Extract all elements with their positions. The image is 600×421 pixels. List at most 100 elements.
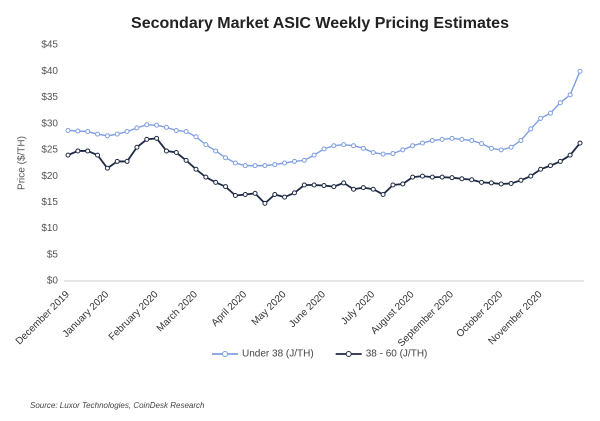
point xyxy=(154,135,160,141)
point xyxy=(154,122,160,128)
point xyxy=(183,129,189,135)
point xyxy=(124,158,130,164)
point xyxy=(341,180,347,186)
point xyxy=(331,143,337,149)
y-tick-label: $0 xyxy=(47,276,59,287)
point xyxy=(538,115,544,121)
point xyxy=(547,110,553,116)
point xyxy=(360,145,366,151)
point xyxy=(439,174,445,180)
point xyxy=(449,175,455,181)
point xyxy=(557,158,563,164)
point xyxy=(252,163,258,169)
point xyxy=(124,129,130,135)
y-tick-label: $20 xyxy=(41,171,58,182)
point xyxy=(488,145,494,151)
point xyxy=(223,184,229,190)
point xyxy=(75,148,81,154)
point xyxy=(114,158,120,164)
point xyxy=(193,166,199,172)
point xyxy=(272,191,278,197)
point xyxy=(331,184,337,190)
point xyxy=(252,190,258,196)
point xyxy=(498,181,504,187)
x-tick-label: April 2020 xyxy=(210,289,250,329)
point xyxy=(469,177,475,183)
point xyxy=(262,200,268,206)
point xyxy=(380,151,386,157)
point xyxy=(577,68,583,74)
point xyxy=(163,124,169,130)
legend-label: Under 38 (J/TH) xyxy=(242,349,314,360)
point xyxy=(203,142,209,148)
point xyxy=(65,152,71,158)
point xyxy=(370,150,376,156)
point xyxy=(518,177,524,183)
point xyxy=(85,148,91,154)
point xyxy=(134,144,140,150)
point xyxy=(134,125,140,131)
point xyxy=(242,163,248,169)
point xyxy=(538,166,544,172)
point xyxy=(360,185,366,191)
point xyxy=(321,146,327,152)
point xyxy=(449,135,455,141)
x-tick-label: February 2020 xyxy=(107,289,161,343)
point xyxy=(557,100,563,106)
point xyxy=(419,140,425,146)
y-tick-label: $5 xyxy=(47,249,59,260)
y-tick-label: $10 xyxy=(41,223,58,234)
point xyxy=(95,152,101,158)
point xyxy=(390,182,396,188)
chart-title: Secondary Market ASIC Weekly Pricing Est… xyxy=(131,15,509,32)
point xyxy=(498,147,504,153)
point xyxy=(144,136,150,142)
point xyxy=(301,182,307,188)
point xyxy=(410,174,416,180)
y-tick-label: $25 xyxy=(41,145,58,156)
point xyxy=(577,140,583,146)
legend-label: 38 - 60 (J/TH) xyxy=(366,349,428,360)
legend-marker xyxy=(345,351,352,357)
y-tick-label: $35 xyxy=(41,92,58,103)
point xyxy=(144,122,150,128)
point xyxy=(65,127,71,133)
y-tick-label: $15 xyxy=(41,197,58,208)
point xyxy=(547,163,553,169)
point xyxy=(479,179,485,185)
point xyxy=(114,131,120,137)
point xyxy=(429,174,435,180)
point xyxy=(528,173,534,179)
x-tick-label: December 2019 xyxy=(14,289,72,347)
point xyxy=(272,162,278,168)
point xyxy=(370,186,376,192)
point xyxy=(518,137,524,143)
y-axis-label: Price ($/TH) xyxy=(17,136,28,190)
point xyxy=(400,147,406,153)
point xyxy=(223,155,229,161)
point xyxy=(469,137,475,143)
point xyxy=(390,151,396,157)
point xyxy=(528,126,534,132)
point xyxy=(429,137,435,143)
point xyxy=(301,157,307,163)
point xyxy=(321,183,327,189)
source-note: Source: Luxor Technologies, CoinDesk Res… xyxy=(30,401,205,410)
point xyxy=(488,180,494,186)
point xyxy=(203,174,209,180)
x-tick-label: July 2020 xyxy=(339,289,377,327)
point xyxy=(262,163,268,169)
point xyxy=(282,160,288,166)
point xyxy=(163,148,169,154)
point xyxy=(311,182,317,188)
y-tick-label: $30 xyxy=(41,118,58,129)
point xyxy=(410,143,416,149)
point xyxy=(104,165,110,171)
point xyxy=(351,143,357,149)
point xyxy=(400,181,406,187)
point xyxy=(567,152,573,158)
point xyxy=(341,142,347,148)
point xyxy=(75,128,81,134)
point xyxy=(104,133,110,139)
